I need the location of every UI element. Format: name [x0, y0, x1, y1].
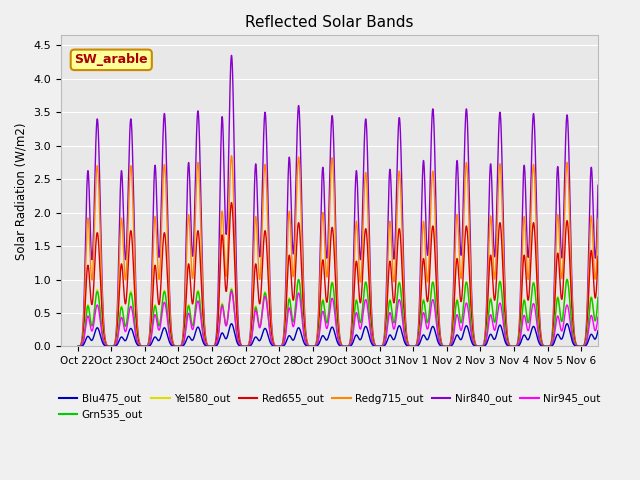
- Nir945_out: [500, 330, 508, 336]
- Nir945_out: [74, 344, 82, 349]
- Redg715_out: [101, 336, 109, 341]
- Yel580_out: [472, 343, 480, 349]
- Line: Redg715_out: Redg715_out: [78, 156, 614, 347]
- Nir945_out: [392, 320, 399, 325]
- Redg715_out: [228, 153, 236, 158]
- Grn535_out: [472, 343, 480, 349]
- Redg715_out: [611, 344, 618, 349]
- Nir945_out: [472, 343, 480, 349]
- Nir945_out: [101, 342, 109, 348]
- Blu475_out: [415, 342, 423, 348]
- Grn535_out: [101, 341, 109, 347]
- Redg715_out: [472, 342, 480, 348]
- Line: Nir840_out: Nir840_out: [78, 55, 614, 347]
- Red655_out: [228, 200, 236, 205]
- Nir945_out: [415, 338, 423, 344]
- Blu475_out: [268, 343, 276, 348]
- Line: Blu475_out: Blu475_out: [78, 324, 614, 347]
- Nir945_out: [268, 341, 276, 347]
- Nir945_out: [611, 344, 618, 349]
- Nir840_out: [415, 313, 423, 319]
- Grn535_out: [500, 323, 508, 328]
- Blu475_out: [611, 344, 618, 349]
- Line: Grn535_out: Grn535_out: [78, 276, 614, 347]
- Line: Nir945_out: Nir945_out: [78, 292, 614, 347]
- Red655_out: [268, 337, 276, 343]
- Blu475_out: [74, 344, 82, 349]
- Grn535_out: [268, 340, 276, 346]
- Grn535_out: [415, 336, 423, 342]
- Nir945_out: [228, 289, 236, 295]
- Redg715_out: [74, 344, 82, 349]
- Yel580_out: [74, 344, 82, 349]
- Nir840_out: [611, 344, 618, 349]
- Red655_out: [611, 344, 618, 349]
- Yel580_out: [268, 340, 276, 346]
- Line: Yel580_out: Yel580_out: [78, 276, 614, 347]
- Grn535_out: [74, 344, 82, 349]
- Nir840_out: [268, 330, 276, 336]
- Text: SW_arable: SW_arable: [74, 53, 148, 66]
- Blu475_out: [392, 334, 399, 339]
- Red655_out: [74, 344, 82, 349]
- Red655_out: [392, 284, 399, 289]
- Blu475_out: [472, 344, 480, 349]
- Nir840_out: [392, 227, 399, 233]
- Nir840_out: [101, 333, 109, 339]
- Grn535_out: [596, 273, 604, 279]
- Grn535_out: [392, 312, 399, 318]
- Blu475_out: [500, 337, 508, 343]
- Y-axis label: Solar Radiation (W/m2): Solar Radiation (W/m2): [15, 122, 28, 260]
- Red655_out: [500, 305, 508, 311]
- Red655_out: [415, 329, 423, 335]
- Redg715_out: [392, 255, 399, 261]
- Nir840_out: [472, 342, 480, 348]
- Nir840_out: [74, 344, 82, 349]
- Red655_out: [472, 343, 480, 348]
- Yel580_out: [415, 336, 423, 342]
- Nir840_out: [500, 271, 508, 276]
- Redg715_out: [268, 333, 276, 339]
- Yel580_out: [596, 273, 604, 279]
- Grn535_out: [611, 344, 618, 349]
- Blu475_out: [101, 343, 109, 348]
- Yel580_out: [392, 312, 399, 317]
- Redg715_out: [500, 287, 508, 293]
- Blu475_out: [596, 321, 604, 326]
- Legend: Blu475_out, Grn535_out, Yel580_out, Red655_out, Redg715_out, Nir840_out, Nir945_: Blu475_out, Grn535_out, Yel580_out, Red6…: [54, 389, 605, 424]
- Red655_out: [101, 338, 109, 344]
- Yel580_out: [101, 341, 109, 347]
- Yel580_out: [500, 323, 508, 328]
- Nir840_out: [228, 52, 236, 58]
- Line: Red655_out: Red655_out: [78, 203, 614, 347]
- Yel580_out: [611, 344, 618, 349]
- Redg715_out: [415, 323, 423, 329]
- Title: Reflected Solar Bands: Reflected Solar Bands: [245, 15, 413, 30]
